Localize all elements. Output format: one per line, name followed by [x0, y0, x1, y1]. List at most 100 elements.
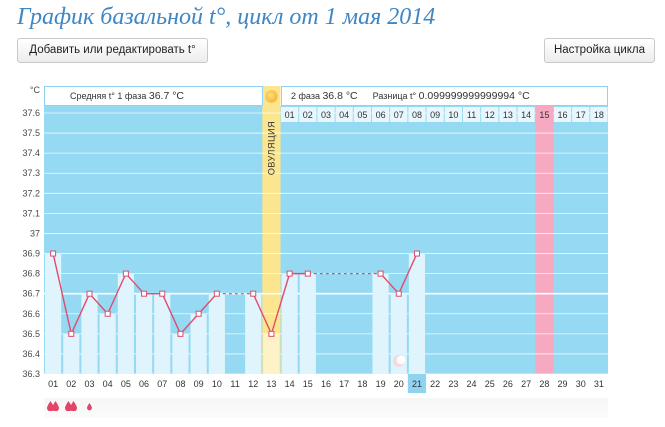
- y-tick-label: 37.1: [22, 208, 40, 218]
- phase2-label: 2 фаза: [291, 91, 320, 101]
- ovulation-column: [262, 86, 281, 374]
- cycle-day-label: 11: [467, 110, 476, 120]
- temperature-column: [190, 313, 207, 374]
- temperature-point: [177, 330, 184, 337]
- y-tick-label: 36.4: [22, 349, 40, 359]
- temperature-column: [172, 333, 189, 374]
- cycle-day-label: 08: [412, 110, 422, 120]
- cycle-day-cell: [371, 107, 390, 122]
- cycle-day-label: 07: [394, 110, 404, 120]
- temperature-column: [45, 253, 62, 374]
- x-tick-label: 09: [194, 379, 204, 389]
- x-tick-label: 31: [594, 379, 604, 389]
- temperature-column: [117, 273, 134, 374]
- symptom-row[interactable]: [44, 398, 608, 418]
- temperature-point: [413, 250, 420, 257]
- temperature-column: [99, 313, 116, 374]
- temperature-point: [395, 290, 402, 297]
- temperature-line: [107, 273, 127, 315]
- page-title: График базальной t°, цикл от 1 мая 2014: [17, 4, 436, 30]
- cycle-day-cell: [444, 107, 462, 122]
- x-tick-label: 20: [394, 379, 404, 389]
- cycle-day-cell: [553, 107, 572, 122]
- x-tick-label: 05: [121, 379, 131, 389]
- temperature-column: [390, 293, 407, 374]
- temperature-point: [250, 290, 257, 297]
- temperature-column: [263, 333, 280, 374]
- cycle-day-label: 04: [339, 110, 349, 120]
- temperature-point: [159, 290, 166, 297]
- x-tick-label: 27: [521, 379, 531, 389]
- x-tick-label: 18: [357, 379, 367, 389]
- temperature-line: [161, 293, 182, 335]
- moon-icon-cutout: [396, 355, 406, 365]
- cycle-day-cell: [390, 107, 408, 122]
- temperature-line: [52, 253, 72, 335]
- cycle-day-label: 06: [376, 110, 386, 120]
- x-tick-label: 12: [248, 379, 258, 389]
- y-tick-label: 36.3: [22, 369, 40, 379]
- y-tick-label: 36.8: [22, 269, 40, 279]
- cycle-day-cell: [408, 107, 426, 122]
- cycle-day-cell: [335, 107, 353, 122]
- phase1-info: Средняя t° 1 фаза 36.7 °C: [44, 86, 263, 106]
- cycle-day-label: 10: [448, 110, 458, 120]
- temperature-point: [286, 270, 293, 277]
- phase2-info: 2 фаза 36.8 °C Разница t° 0.099999999999…: [281, 86, 608, 106]
- temperature-line: [179, 313, 200, 335]
- temperature-line: [88, 293, 109, 315]
- x-tick-label: 15: [303, 379, 313, 389]
- temperature-point: [50, 250, 57, 257]
- phase1-value: 36.7 °C: [148, 90, 184, 102]
- y-tick-label: 37: [30, 228, 40, 238]
- cycle-day-cell: [299, 107, 317, 122]
- x-tick-label: 22: [430, 379, 440, 389]
- x-tick-label: 08: [175, 379, 185, 389]
- temperature-point: [304, 270, 311, 277]
- cycle-day-label: 03: [321, 110, 331, 120]
- y-tick-label: 36.5: [22, 329, 40, 339]
- unit-label: °C: [29, 85, 40, 95]
- x-tick-label: 06: [139, 379, 149, 389]
- drop-icon: [87, 403, 93, 411]
- y-tick-label: 37.5: [22, 128, 40, 138]
- cycle-settings-button[interactable]: Настройка цикла: [544, 38, 655, 63]
- temperature-point: [213, 290, 220, 297]
- cycle-day-label: 17: [576, 110, 586, 120]
- cycle-day-label: 18: [594, 110, 604, 120]
- x-tick-label: 21: [412, 379, 422, 389]
- x-tick-label: 01: [48, 379, 58, 389]
- y-tick-label: 36.6: [22, 309, 40, 319]
- cycle-day-cell: [462, 107, 481, 122]
- temperature-column: [63, 333, 80, 374]
- edit-temperature-button[interactable]: Добавить или редактировать t°: [17, 38, 208, 63]
- cycle-day-cell: [517, 107, 535, 122]
- cycle-day-label: 16: [558, 110, 568, 120]
- temperature-column: [208, 293, 225, 374]
- temperature-line: [198, 293, 218, 315]
- y-tick-label: 37.3: [22, 168, 40, 178]
- y-tick-label: 37.4: [22, 148, 40, 158]
- temperature-column: [372, 273, 389, 374]
- temperature-point: [68, 330, 75, 337]
- x-tick-label: 23: [448, 379, 458, 389]
- temperature-column: [408, 253, 426, 374]
- temperature-column: [154, 293, 171, 374]
- temperature-line: [398, 253, 418, 294]
- temperature-point: [141, 290, 148, 297]
- temperature-point: [122, 270, 129, 277]
- cycle-day-cell: [499, 107, 517, 122]
- cycle-day-cell: [535, 107, 553, 122]
- phase1-label: Средняя t° 1 фаза: [70, 91, 147, 101]
- cycle-day-cell: [426, 107, 444, 122]
- x-tick-label: 28: [539, 379, 549, 389]
- y-tick-label: 36.7: [22, 289, 40, 299]
- cycle-day-cell: [572, 107, 590, 122]
- x-tick-label: 10: [212, 379, 222, 389]
- temperature-point: [377, 270, 384, 277]
- x-tick-label: 14: [285, 379, 295, 389]
- cycle-day-label: 15: [539, 110, 549, 120]
- x-tick-label: 02: [66, 379, 76, 389]
- difference-value: 0.099999999999994 °C: [418, 90, 530, 102]
